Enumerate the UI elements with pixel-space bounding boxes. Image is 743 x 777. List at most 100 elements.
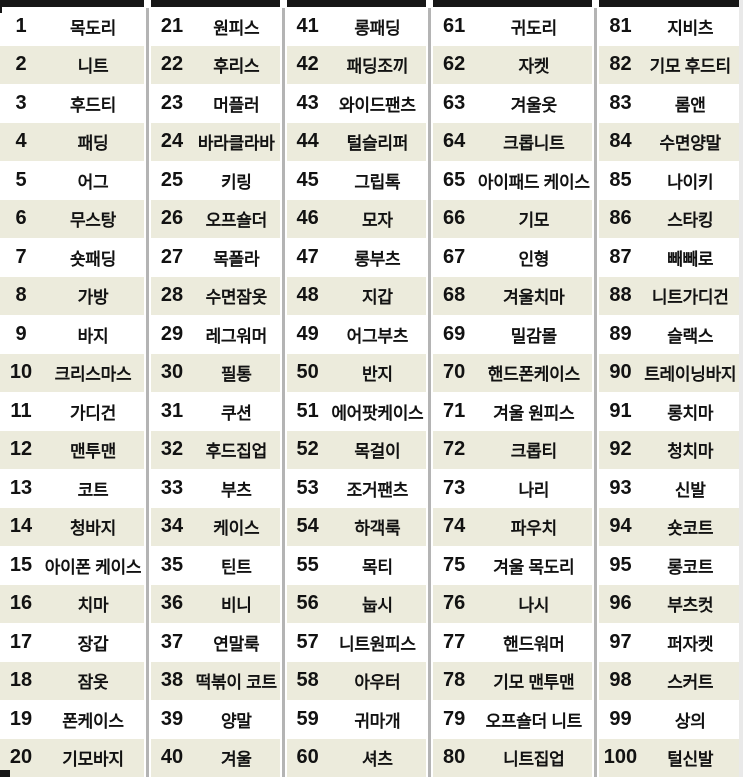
keyword-label: 청바지 xyxy=(69,519,116,539)
keyword-label: 와이드팬츠 xyxy=(339,95,416,115)
top-border-bar xyxy=(0,0,144,7)
rank-row: 41 롱패딩 xyxy=(286,7,427,46)
rank-row: 51 에어팟케이스 xyxy=(286,392,427,431)
rank-number: 5 xyxy=(15,168,27,191)
rank-number: 19 xyxy=(9,707,33,730)
rank-row: 60 셔츠 xyxy=(286,738,427,777)
keyword-label: 떡볶이 코트 xyxy=(195,673,277,693)
rank-number: 52 xyxy=(296,438,319,461)
keyword-label: 후드티 xyxy=(69,95,116,115)
keyword-label: 셔츠 xyxy=(362,750,393,770)
rank-number: 42 xyxy=(296,53,319,76)
rank-row: 52 목걸이 xyxy=(286,430,427,469)
rank-row: 56 눕시 xyxy=(286,584,427,623)
rank-number: 29 xyxy=(160,322,184,345)
rank-row: 6 무스탕 xyxy=(0,199,144,238)
keyword-label: 무스탕 xyxy=(69,211,116,231)
rank-number: 74 xyxy=(443,515,466,538)
rank-number: 62 xyxy=(443,53,466,76)
keyword-label: 나리 xyxy=(518,480,550,500)
rank-row: 9 바지 xyxy=(0,315,144,354)
rank-row: 75 겨울 목도리 xyxy=(433,546,593,585)
rank-number: 31 xyxy=(160,399,184,422)
keyword-label: 나이키 xyxy=(667,172,714,192)
rank-number: 67 xyxy=(443,245,466,268)
rank-row: 21 원피스 xyxy=(150,7,280,46)
keyword-label: 패딩조끼 xyxy=(346,57,409,77)
rank-number: 4 xyxy=(15,130,27,153)
column-divider xyxy=(279,0,287,777)
keyword-label: 파우치 xyxy=(510,519,557,539)
rank-row: 4 패딩 xyxy=(0,122,144,161)
keyword-label: 아이패드 케이스 xyxy=(477,172,590,192)
keyword-label: 롬앤 xyxy=(674,95,706,115)
rank-number: 66 xyxy=(443,207,466,230)
rank-row: 78 기모 맨투맨 xyxy=(433,661,593,700)
keyword-label: 기모 맨투맨 xyxy=(493,673,575,693)
rank-number: 57 xyxy=(296,630,319,653)
keyword-label: 목걸이 xyxy=(354,442,401,462)
rank-number: 71 xyxy=(443,399,466,422)
rank-number: 26 xyxy=(160,207,184,230)
keyword-label: 니트 xyxy=(77,57,109,77)
rank-number: 11 xyxy=(10,399,32,422)
rank-number: 90 xyxy=(609,361,632,384)
rank-number: 20 xyxy=(9,746,33,769)
rank-row: 83 롬앤 xyxy=(599,84,739,123)
rank-number: 98 xyxy=(609,669,632,692)
ranking-column: 61 귀도리 62 자켓 63 겨울옷 64 크롭니트 65 아이패드 케이스 66 기모 67 인형 68… xyxy=(433,0,593,777)
keyword-label: 상의 xyxy=(674,711,706,731)
rank-number: 46 xyxy=(296,207,319,230)
keyword-label: 나시 xyxy=(518,596,550,616)
keyword-label: 지갑 xyxy=(362,288,393,308)
rank-number: 50 xyxy=(296,361,319,384)
rank-row: 42 패딩조끼 xyxy=(286,45,427,84)
keyword-label: 롱코트 xyxy=(667,557,714,577)
rank-number: 85 xyxy=(609,168,632,191)
rank-row: 29 레그워머 xyxy=(150,315,280,354)
rank-row: 71 겨울 원피스 xyxy=(433,392,593,431)
bottom-left-corner-artifact xyxy=(0,770,10,777)
keyword-label: 오프숄더 xyxy=(205,211,268,231)
rank-row: 44 털슬리퍼 xyxy=(286,122,427,161)
rank-number: 91 xyxy=(609,399,632,422)
rank-number: 69 xyxy=(443,322,466,345)
divider-line xyxy=(145,8,149,777)
rank-number: 47 xyxy=(296,245,319,268)
rank-number: 13 xyxy=(9,476,33,499)
keyword-label: 신발 xyxy=(674,480,706,500)
rank-row: 73 나리 xyxy=(433,469,593,508)
rank-number: 58 xyxy=(296,669,319,692)
keyword-label: 털신발 xyxy=(667,750,714,770)
rank-row: 3 후드티 xyxy=(0,84,144,123)
rank-number: 16 xyxy=(9,592,33,615)
rank-row: 7 숏패딩 xyxy=(0,238,144,277)
rank-number: 40 xyxy=(160,746,184,769)
rank-row: 30 필통 xyxy=(150,353,280,392)
keyword-label: 모자 xyxy=(362,211,393,231)
keyword-label: 숏패딩 xyxy=(69,249,116,269)
left-edge-artifact xyxy=(0,7,2,13)
column-divider xyxy=(143,0,151,777)
keyword-label: 가방 xyxy=(77,288,109,308)
rank-row: 15 아이폰 케이스 xyxy=(0,546,144,585)
keyword-label: 하객룩 xyxy=(354,519,401,539)
rank-number: 32 xyxy=(160,438,184,461)
rank-row: 13 코트 xyxy=(0,469,144,508)
rank-row: 82 기모 후드티 xyxy=(599,45,739,84)
rank-row: 28 수면잠옷 xyxy=(150,276,280,315)
keyword-label: 목폴라 xyxy=(213,249,260,269)
keyword-label: 에어팟케이스 xyxy=(331,403,424,423)
ranking-column: 41 롱패딩 42 패딩조끼 43 와이드팬츠 44 털슬리퍼 45 그립톡 46 모자 47 롱부츠 48… xyxy=(286,0,427,777)
rank-number: 12 xyxy=(9,438,33,461)
rank-number: 80 xyxy=(443,746,466,769)
keyword-label: 니트가디건 xyxy=(651,288,729,308)
rank-number: 100 xyxy=(603,746,638,769)
rank-row: 89 슬랙스 xyxy=(599,315,739,354)
keyword-label: 기모 후드티 xyxy=(649,57,731,77)
rank-row: 54 하객룩 xyxy=(286,507,427,546)
rank-row: 38 떡볶이 코트 xyxy=(150,661,280,700)
keyword-label: 겨울 목도리 xyxy=(493,557,575,577)
rank-number: 17 xyxy=(9,630,33,653)
